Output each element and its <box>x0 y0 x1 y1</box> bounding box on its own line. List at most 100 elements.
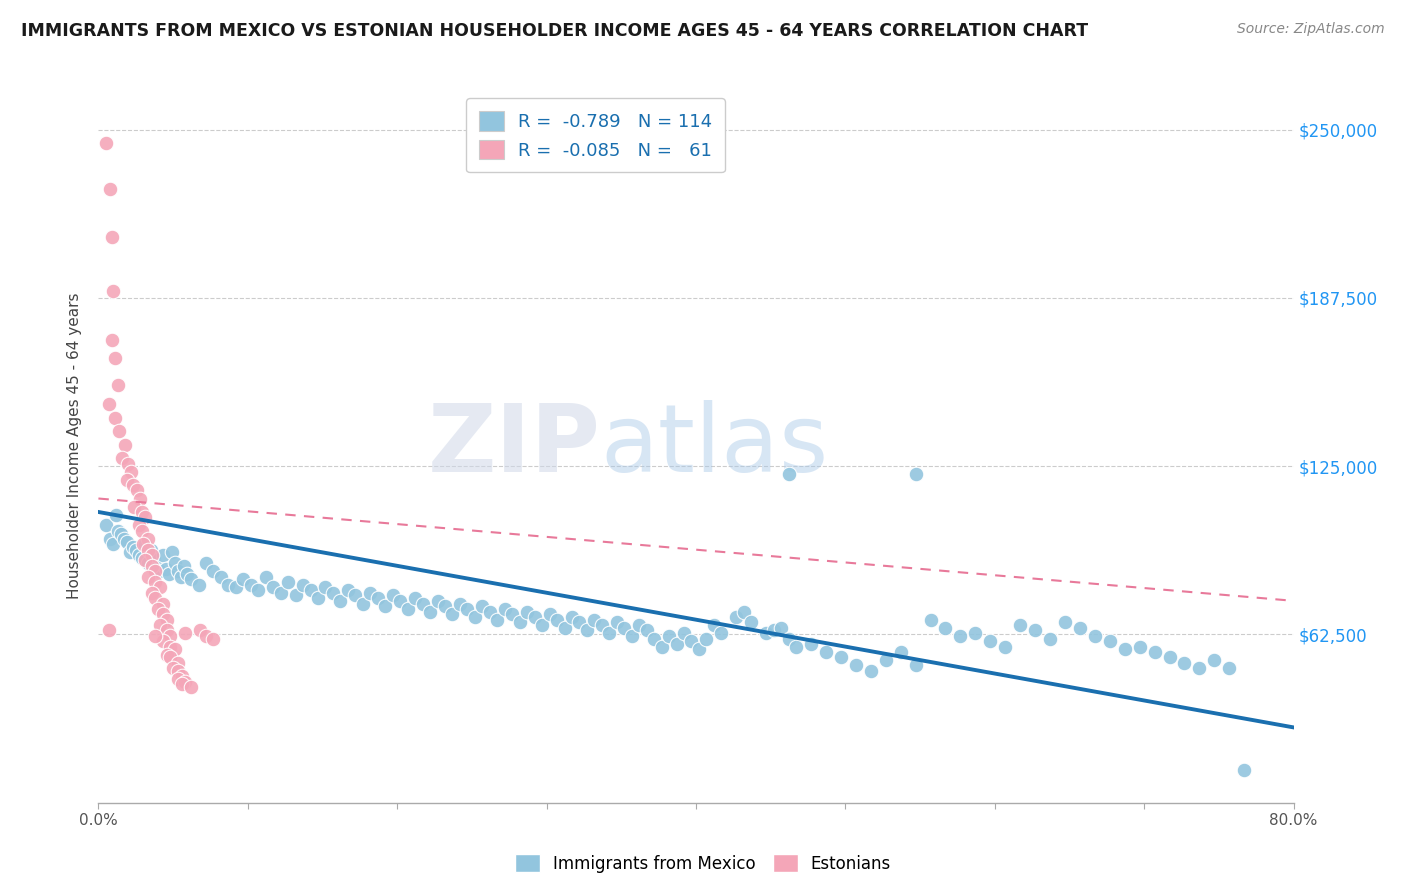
Point <box>166 664 188 678</box>
Point <box>770 621 793 635</box>
Point <box>994 640 1017 654</box>
Point <box>396 602 419 616</box>
Point <box>108 424 131 438</box>
Point <box>202 564 225 578</box>
Point <box>176 566 198 581</box>
Point <box>1084 629 1107 643</box>
Point <box>202 632 225 646</box>
Point <box>561 610 583 624</box>
Point <box>132 537 155 551</box>
Point <box>141 558 163 573</box>
Point <box>859 664 882 678</box>
Point <box>620 629 643 643</box>
Point <box>136 542 159 557</box>
Text: Source: ZipAtlas.com: Source: ZipAtlas.com <box>1237 22 1385 37</box>
Point <box>920 613 942 627</box>
Point <box>1129 640 1152 654</box>
Point <box>94 518 117 533</box>
Point <box>1218 661 1240 675</box>
Point <box>120 465 142 479</box>
Point <box>121 478 143 492</box>
Point <box>187 577 209 591</box>
Point <box>367 591 389 606</box>
Point <box>456 602 478 616</box>
Point <box>464 610 486 624</box>
Point <box>688 642 710 657</box>
Point <box>104 351 127 366</box>
Point <box>174 674 197 689</box>
Point <box>1024 624 1046 638</box>
Point <box>103 537 125 551</box>
Point <box>128 548 150 562</box>
Point <box>606 615 628 630</box>
Point <box>374 599 396 614</box>
Point <box>449 597 471 611</box>
Point <box>149 564 172 578</box>
Point <box>156 648 179 662</box>
Point <box>188 624 211 638</box>
Point <box>658 629 681 643</box>
Point <box>412 597 434 611</box>
Point <box>404 591 426 606</box>
Point <box>1204 653 1226 667</box>
Point <box>710 626 733 640</box>
Point <box>149 580 172 594</box>
Point <box>904 467 927 482</box>
Point <box>143 629 166 643</box>
Point <box>195 629 218 643</box>
Point <box>1233 764 1256 778</box>
Point <box>501 607 523 622</box>
Point <box>180 572 202 586</box>
Text: ZIP: ZIP <box>427 400 600 492</box>
Point <box>149 618 172 632</box>
Point <box>695 632 717 646</box>
Point <box>94 136 117 150</box>
Point <box>101 333 124 347</box>
Point <box>156 613 179 627</box>
Point <box>733 605 755 619</box>
Point <box>160 545 183 559</box>
Point <box>755 626 778 640</box>
Point <box>107 524 129 538</box>
Point <box>98 182 122 196</box>
Point <box>134 553 156 567</box>
Point <box>426 594 449 608</box>
Point <box>131 505 153 519</box>
Legend: R =  -0.789   N = 114, R =  -0.085   N =   61: R = -0.789 N = 114, R = -0.085 N = 61 <box>465 98 725 172</box>
Point <box>478 605 501 619</box>
Point <box>1159 650 1181 665</box>
Point <box>97 624 120 638</box>
Point <box>162 661 184 675</box>
Point <box>136 556 159 570</box>
Point <box>904 658 927 673</box>
Point <box>118 545 141 559</box>
Point <box>141 548 163 562</box>
Point <box>778 632 800 646</box>
Point <box>152 597 174 611</box>
Point <box>125 542 148 557</box>
Point <box>114 437 136 451</box>
Point <box>1053 615 1076 630</box>
Point <box>136 569 159 583</box>
Point <box>381 589 404 603</box>
Point <box>195 556 218 570</box>
Point <box>636 624 658 638</box>
Point <box>143 564 166 578</box>
Point <box>159 650 181 665</box>
Point <box>531 618 554 632</box>
Point <box>344 589 367 603</box>
Point <box>142 553 165 567</box>
Point <box>336 583 359 598</box>
Point <box>166 656 188 670</box>
Point <box>209 569 232 583</box>
Point <box>613 621 636 635</box>
Point <box>128 518 150 533</box>
Point <box>134 537 156 551</box>
Point <box>486 613 509 627</box>
Point <box>136 532 159 546</box>
Point <box>830 650 852 665</box>
Point <box>725 610 748 624</box>
Point <box>875 653 897 667</box>
Point <box>284 589 307 603</box>
Point <box>134 510 156 524</box>
